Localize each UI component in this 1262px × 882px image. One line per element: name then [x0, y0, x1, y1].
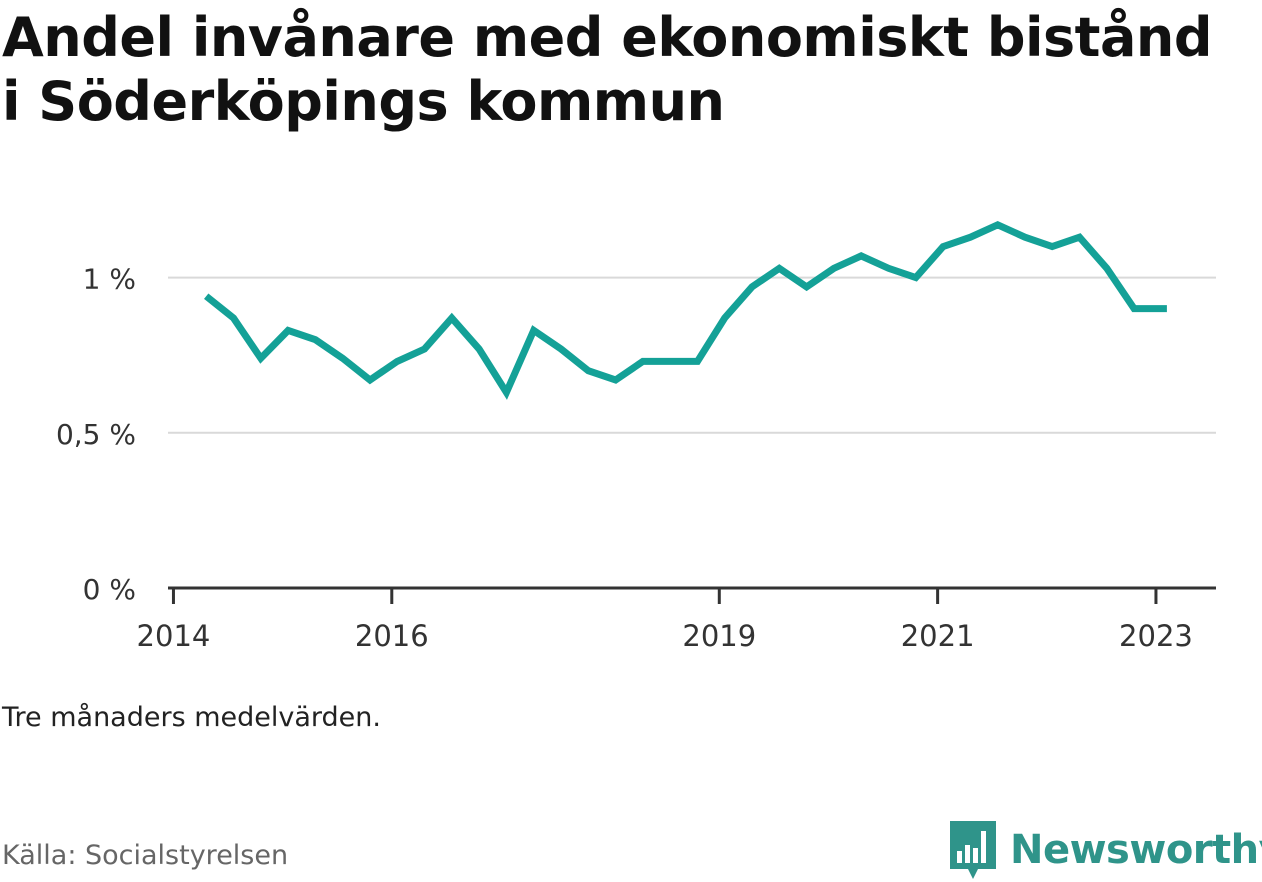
- y-tick-label: 1 %: [83, 263, 136, 296]
- chart-note: Tre månaders medelvärden.: [2, 702, 381, 733]
- x-tick-label: 2023: [1119, 619, 1193, 653]
- x-tick-label: 2016: [355, 619, 429, 653]
- x-tick-label: 2019: [682, 619, 756, 653]
- y-tick-label: 0 %: [83, 573, 136, 606]
- series-layer: [204, 220, 1167, 400]
- x-tick-label: 2014: [137, 619, 211, 653]
- source-text: Källa: Socialstyrelsen: [2, 840, 289, 871]
- y-axis-labels: 0 % 0,5 % 1 %: [56, 263, 136, 606]
- grid-lines: [168, 276, 1216, 434]
- bar-chart-speech-bubble-icon: [950, 821, 996, 879]
- series-line: [204, 220, 1167, 400]
- logo-text: Newsworthy: [1010, 827, 1262, 873]
- y-tick-label: 0,5 %: [56, 418, 136, 451]
- page-title: Andel invånare med ekonomiskt bistånd i …: [2, 6, 1213, 133]
- line-chart: 0 % 0,5 % 1 % 2014 2016 2019 2021 2023: [56, 220, 1216, 653]
- x-axis-labels: 2014 2016 2019 2021 2023: [137, 619, 1193, 653]
- x-tick-label: 2021: [901, 619, 975, 653]
- x-axis: [168, 586, 1216, 604]
- newsworthy-logo: Newsworthy: [948, 818, 1262, 882]
